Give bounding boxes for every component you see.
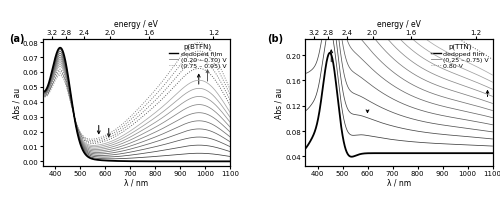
Y-axis label: Abs / au: Abs / au bbox=[12, 88, 21, 118]
Y-axis label: Abs / au: Abs / au bbox=[274, 88, 283, 118]
Text: (b): (b) bbox=[268, 34, 283, 44]
X-axis label: energy / eV: energy / eV bbox=[114, 20, 158, 29]
X-axis label: λ / nm: λ / nm bbox=[124, 177, 148, 186]
Legend: dedoped film, (0.25 – 0.75) V, 0.80 V: dedoped film, (0.25 – 0.75) V, 0.80 V bbox=[430, 43, 490, 70]
X-axis label: energy / eV: energy / eV bbox=[377, 20, 420, 29]
X-axis label: λ / nm: λ / nm bbox=[386, 177, 411, 186]
Text: (a): (a) bbox=[9, 34, 24, 44]
Legend: dedoped film, (0.20 – 0.70) V, (0.75 – 0.95) V: dedoped film, (0.20 – 0.70) V, (0.75 – 0… bbox=[168, 43, 227, 70]
